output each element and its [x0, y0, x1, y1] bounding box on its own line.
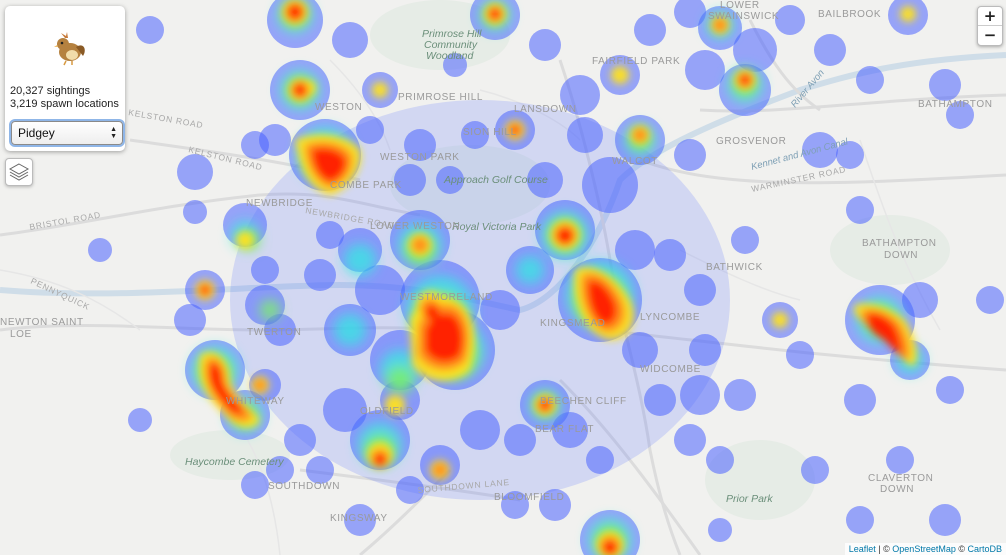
svg-text:FAIRFIELD PARK: FAIRFIELD PARK	[592, 56, 680, 67]
svg-text:LOWER WESTON: LOWER WESTON	[370, 221, 460, 232]
svg-text:SOUTHDOWN: SOUTHDOWN	[268, 481, 340, 492]
svg-text:Approach Golf Course: Approach Golf Course	[443, 174, 548, 186]
zoom-out-button[interactable]: −	[983, 26, 997, 44]
layers-button[interactable]	[5, 158, 33, 186]
svg-text:LOE: LOE	[10, 329, 32, 340]
svg-text:Primrose Hill: Primrose Hill	[422, 28, 482, 40]
svg-text:KINGSWAY: KINGSWAY	[330, 513, 388, 524]
svg-text:Community: Community	[424, 39, 478, 51]
zoom-in-button[interactable]: +	[978, 7, 1002, 26]
svg-text:BATHAMPTON: BATHAMPTON	[918, 99, 993, 110]
svg-text:LANSDOWN: LANSDOWN	[514, 104, 577, 115]
svg-text:Prior Park: Prior Park	[726, 493, 773, 505]
svg-text:Woodland: Woodland	[426, 50, 474, 62]
attribution-separator: | ©	[875, 544, 893, 554]
svg-text:DOWN: DOWN	[880, 484, 914, 495]
svg-text:BEECHEN CLIFF: BEECHEN CLIFF	[540, 396, 627, 407]
info-panel: 20,327 sightings 3,219 spawn locations P…	[5, 6, 125, 151]
svg-text:PRIMROSE HILL: PRIMROSE HILL	[398, 92, 483, 103]
svg-text:TWERTON: TWERTON	[247, 327, 301, 338]
svg-text:WHITEWAY: WHITEWAY	[226, 396, 285, 407]
spawn-locations-count: 3,219 spawn locations	[10, 98, 119, 110]
svg-text:DOWN: DOWN	[884, 250, 918, 261]
cartodb-link[interactable]: CartoDB	[967, 544, 1002, 554]
svg-text:LOWER: LOWER	[720, 0, 760, 11]
attribution: Leaflet | © OpenStreetMap © CartoDB	[844, 543, 1006, 555]
species-select[interactable]: Pidgey ▲ ▼	[11, 121, 123, 145]
svg-text:BATHAMPTON: BATHAMPTON	[862, 238, 937, 249]
svg-text:BEAR FLAT: BEAR FLAT	[535, 424, 594, 435]
svg-text:LYNCOMBE: LYNCOMBE	[640, 312, 700, 323]
svg-text:NEWBRIDGE: NEWBRIDGE	[246, 198, 313, 209]
svg-text:NEWTON SAINT: NEWTON SAINT	[0, 317, 84, 328]
heat-high-density	[195, 0, 917, 555]
svg-text:BATHWICK: BATHWICK	[706, 262, 763, 273]
svg-text:BLOOMFIELD: BLOOMFIELD	[494, 492, 564, 503]
zoom-control: + −	[977, 6, 1003, 46]
svg-text:WESTON PARK: WESTON PARK	[380, 152, 460, 163]
attribution-separator-2: ©	[955, 544, 968, 554]
svg-text:KINGSMEAD: KINGSMEAD	[540, 318, 605, 329]
sightings-count: 20,327 sightings	[10, 85, 91, 97]
svg-text:WESTON: WESTON	[315, 102, 362, 113]
svg-text:SWAINSWICK: SWAINSWICK	[708, 11, 779, 22]
svg-text:GROSVENOR: GROSVENOR	[716, 136, 786, 147]
openstreetmap-link[interactable]: OpenStreetMap	[892, 544, 956, 554]
svg-text:BAILBROOK: BAILBROOK	[818, 9, 881, 20]
svg-text:SION HILL: SION HILL	[463, 127, 517, 138]
select-arrows-icon: ▲ ▼	[110, 126, 117, 140]
svg-text:COMBE PARK: COMBE PARK	[330, 180, 402, 191]
pidgey-sprite	[54, 32, 85, 66]
svg-text:Royal Victoria Park: Royal Victoria Park	[452, 221, 542, 233]
svg-text:WALCOT: WALCOT	[612, 156, 658, 167]
layers-icon	[8, 163, 30, 181]
svg-text:WIDCOMBE: WIDCOMBE	[640, 364, 701, 375]
species-select-value: Pidgey	[18, 126, 55, 140]
svg-text:CLAVERTON: CLAVERTON	[868, 473, 933, 484]
svg-text:WESTMORELAND: WESTMORELAND	[400, 292, 493, 303]
svg-text:OLDFIELD: OLDFIELD	[360, 406, 414, 417]
leaflet-link[interactable]: Leaflet	[848, 544, 876, 554]
svg-text:Haycombe Cemetery: Haycombe Cemetery	[185, 456, 284, 468]
